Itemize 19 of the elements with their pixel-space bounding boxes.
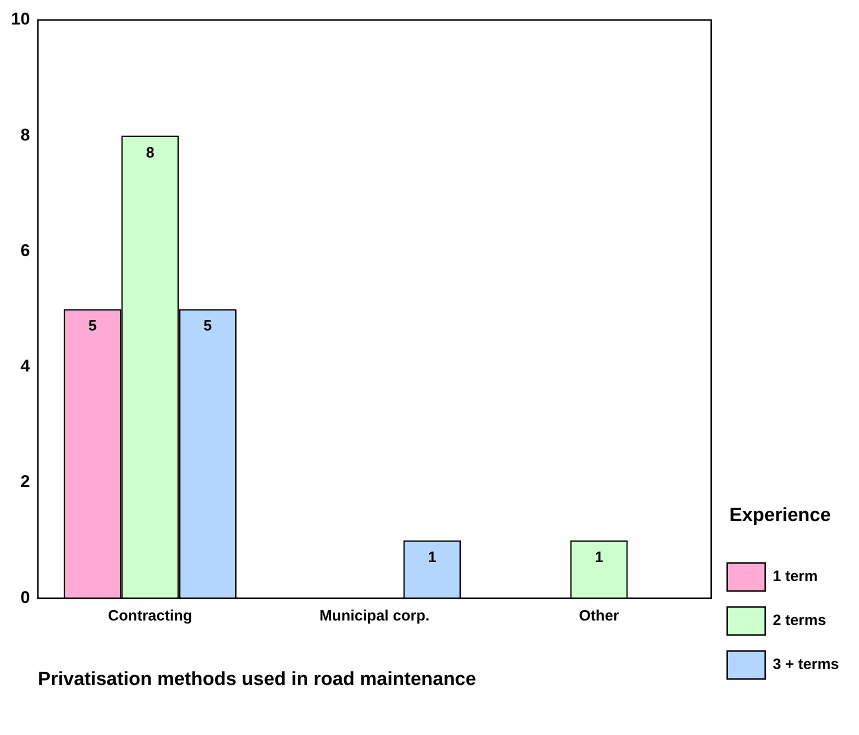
data-label: 5	[88, 318, 97, 335]
y-tick-label: 2	[20, 472, 30, 492]
x-tick-label: Municipal corp.	[320, 607, 430, 624]
y-tick-label: 0	[20, 588, 30, 607]
y-tick-label: 8	[20, 125, 30, 144]
x-tick-label: Other	[578, 607, 620, 624]
legend-label: 3 + terms	[772, 656, 840, 674]
legend-title: Experience	[729, 504, 831, 526]
y-tick-label: 10	[10, 10, 30, 29]
y-tick-label: 6	[20, 240, 30, 260]
data-label: 5	[204, 318, 212, 335]
x-axis-title: Privatisation methods used in road maintenance	[38, 668, 476, 690]
data-label: 1	[594, 549, 604, 566]
data-label: 1	[428, 549, 436, 566]
y-tick-label: 4	[20, 356, 30, 376]
legend-label: 1 term	[772, 568, 818, 586]
data-label: 8	[146, 144, 154, 162]
x-tick-label: Contracting	[108, 607, 192, 624]
legend-label: 2 terms	[772, 612, 826, 630]
